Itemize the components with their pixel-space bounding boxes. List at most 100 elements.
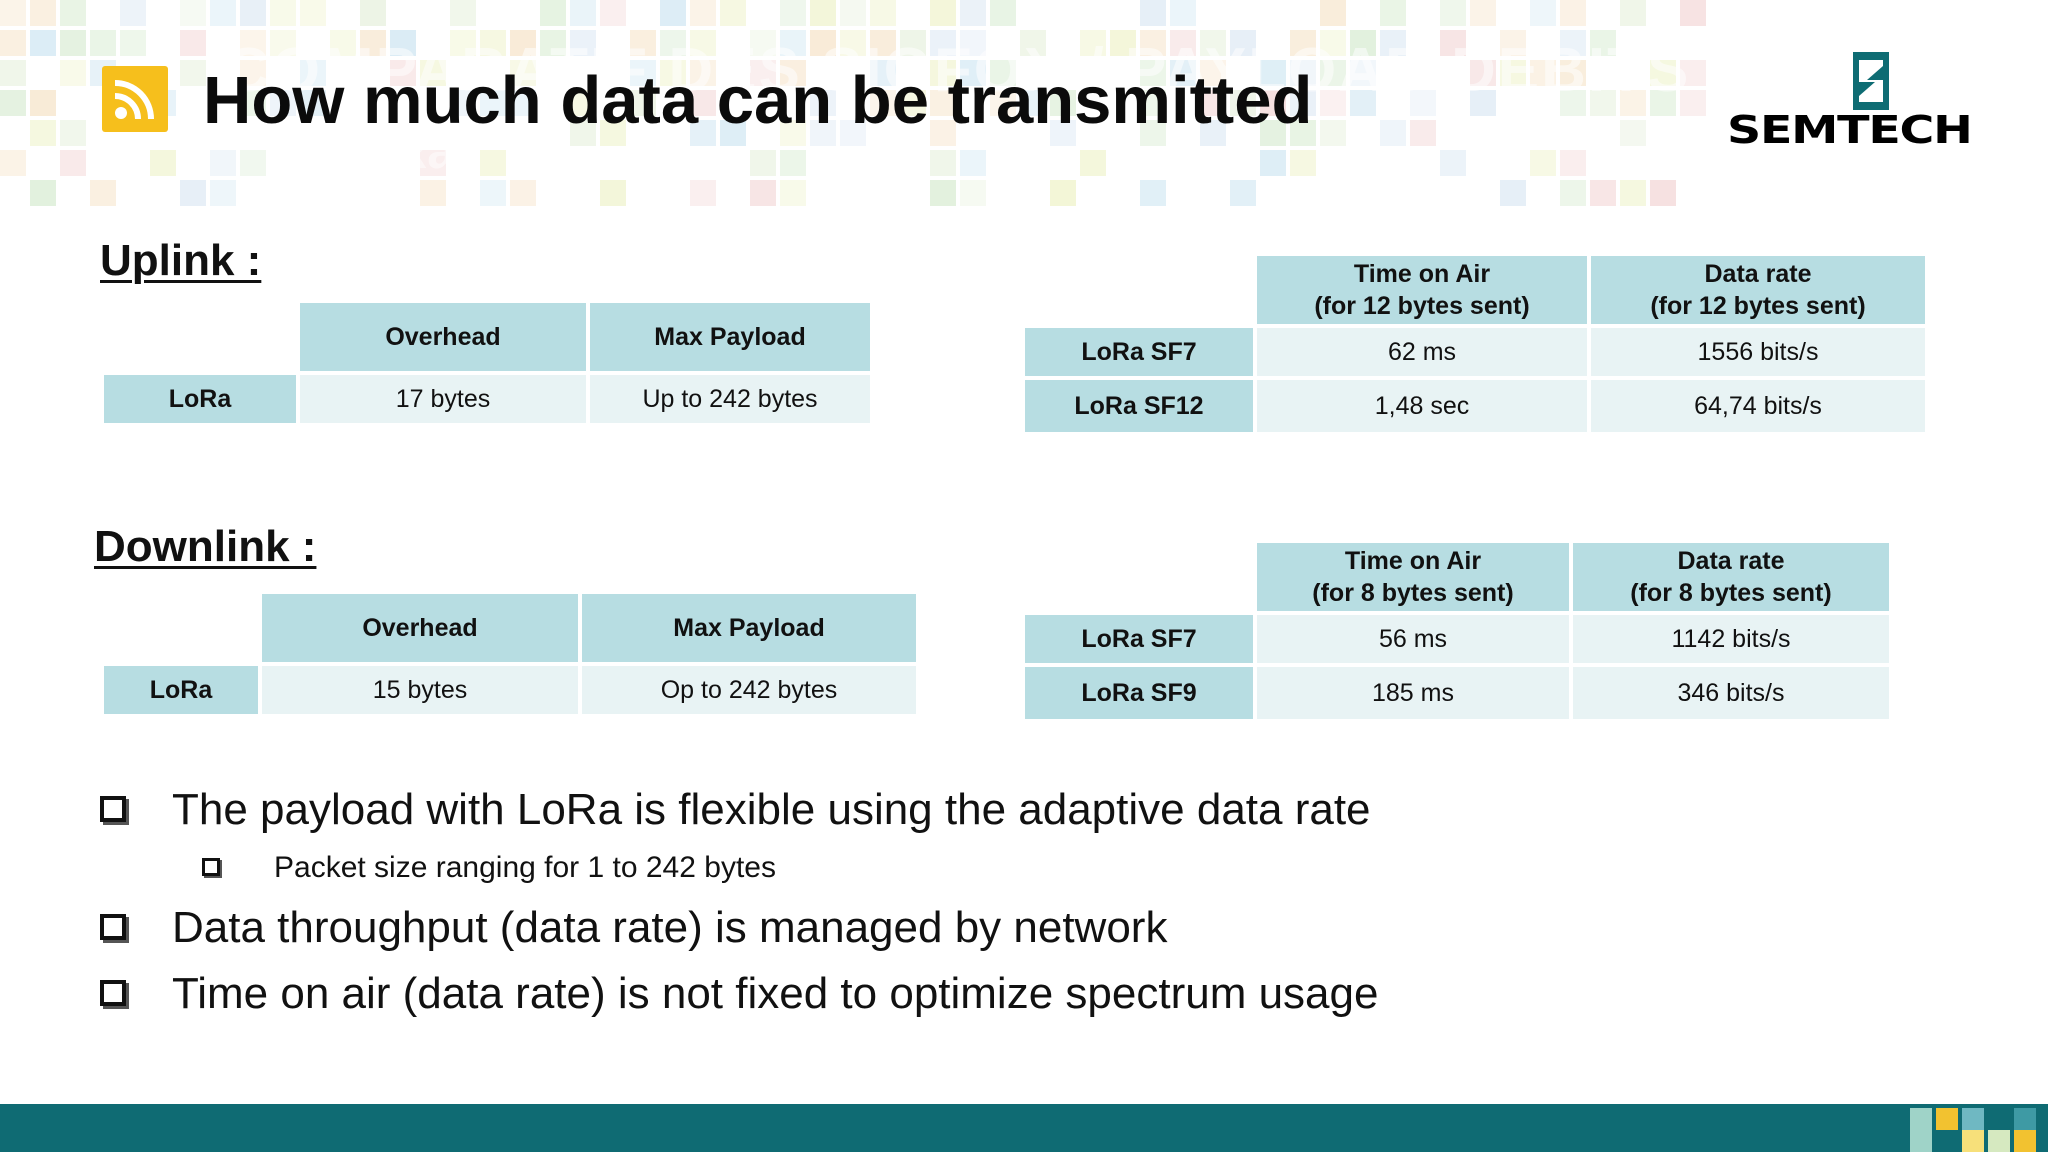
mosaic-tile	[840, 120, 866, 146]
downlink-rate-table: Time on Air (for 8 bytes sent) Data rate…	[1021, 539, 1893, 723]
mosaic-tile	[1410, 90, 1436, 116]
mosaic-tile	[180, 0, 206, 26]
mosaic-tile	[780, 60, 806, 86]
mosaic-tile	[630, 30, 656, 56]
header-line: Time on Air	[1344, 547, 1482, 575]
uplink-heading: Uplink :	[100, 236, 262, 285]
mosaic-tile	[1230, 30, 1256, 56]
mosaic-tile	[780, 180, 806, 206]
mosaic-tile	[780, 150, 806, 176]
mosaic-tile	[1260, 120, 1286, 146]
mosaic-tile	[480, 150, 506, 176]
mosaic-tile	[810, 0, 836, 26]
column-header: Overhead	[300, 303, 586, 371]
mosaic-tile	[540, 30, 566, 56]
row-header: LoRa SF7	[1025, 615, 1253, 663]
mosaic-tile	[810, 30, 836, 56]
mosaic-tile	[0, 0, 26, 26]
mosaic-tile	[0, 90, 26, 116]
mosaic-tile	[30, 180, 56, 206]
mosaic-tile	[450, 30, 476, 56]
mosaic-tile	[1110, 30, 1136, 56]
mosaic-tile	[1500, 180, 1526, 206]
mosaic-tile	[1230, 90, 1256, 116]
list-item: Time on air (data rate) is not fixed to …	[96, 964, 1378, 1030]
mosaic-tile	[1140, 0, 1166, 26]
table-cell: 62 ms	[1257, 328, 1587, 376]
mosaic-tile	[1320, 90, 1346, 116]
mosaic-tile	[1680, 60, 1706, 86]
mosaic-tile	[1530, 0, 1556, 26]
mosaic-tile	[660, 30, 686, 56]
mosaic-tile	[570, 90, 596, 116]
mosaic-tile	[1590, 180, 1616, 206]
list-item: Data throughput (data rate) is managed b…	[96, 898, 1378, 964]
mosaic-tile	[930, 0, 956, 26]
mosaic-tile	[1320, 60, 1346, 86]
mosaic-tile	[300, 60, 326, 86]
mosaic-tile	[1380, 0, 1406, 26]
mosaic-tile	[1650, 180, 1676, 206]
mosaic-tile	[750, 60, 776, 86]
row-header: LoRa	[104, 666, 258, 714]
checkbox-bullet-icon	[100, 796, 126, 822]
mosaic-tile	[1200, 120, 1226, 146]
mosaic-tile	[1140, 120, 1166, 146]
mosaic-tile	[420, 60, 446, 86]
table-cell: 346 bits/s	[1573, 667, 1889, 719]
mosaic-tile	[210, 150, 236, 176]
mosaic-tile	[840, 30, 866, 56]
mosaic-tile	[90, 30, 116, 56]
row-header: LoRa	[104, 375, 296, 423]
mosaic-tile	[240, 90, 266, 116]
semtech-wordmark: SEMTECH	[1727, 108, 1973, 152]
mosaic-tile	[1650, 90, 1676, 116]
mosaic-tile	[1590, 90, 1616, 116]
table-cell: 1,48 sec	[1257, 380, 1587, 432]
mosaic-tile	[1530, 60, 1556, 86]
mosaic-tile	[960, 180, 986, 206]
mosaic-tile	[990, 90, 1016, 116]
mosaic-tile	[750, 150, 776, 176]
mosaic-tile	[1170, 0, 1196, 26]
footer-tile	[1962, 1130, 1984, 1152]
mosaic-tile	[60, 60, 86, 86]
mosaic-tile	[1290, 150, 1316, 176]
mosaic-tile	[540, 0, 566, 26]
header-line: (for 8 bytes sent)	[1312, 579, 1514, 607]
downlink-payload-table: Overhead Max Payload LoRa 15 bytes Op to…	[100, 590, 920, 718]
mosaic-tile	[330, 30, 356, 56]
mosaic-tile	[1290, 30, 1316, 56]
mosaic-tile	[870, 90, 896, 116]
mosaic-tile	[1590, 30, 1616, 56]
uplink-rate-table: Time on Air (for 12 bytes sent) Data rat…	[1021, 252, 1929, 436]
mosaic-tile	[240, 0, 266, 26]
mosaic-tile	[930, 120, 956, 146]
column-header: Data rate (for 12 bytes sent)	[1591, 256, 1925, 324]
footer-tile	[2014, 1130, 2036, 1152]
mosaic-tile	[780, 120, 806, 146]
mosaic-tile	[420, 150, 446, 176]
mosaic-tile	[570, 0, 596, 26]
mosaic-tile	[510, 30, 536, 56]
mosaic-tile	[1170, 60, 1196, 86]
footer-tile	[1910, 1130, 1932, 1152]
mosaic-tile	[1680, 0, 1706, 26]
checkbox-bullet-icon	[100, 914, 126, 940]
table-corner	[1025, 256, 1253, 324]
table-cell: 64,74 bits/s	[1591, 380, 1925, 432]
mosaic-tile	[690, 90, 716, 116]
mosaic-tile	[1470, 90, 1496, 116]
header-line: Data rate	[1677, 547, 1785, 575]
row-header: LoRa SF9	[1025, 667, 1253, 719]
mosaic-tile	[1230, 180, 1256, 206]
bullet-list: The payload with LoRa is flexible using …	[96, 780, 1378, 1030]
mosaic-tile	[1620, 180, 1646, 206]
mosaic-tile	[1260, 60, 1286, 86]
mosaic-tile	[900, 90, 926, 116]
table-cell: Op to 242 bytes	[582, 666, 916, 714]
mosaic-tile	[1020, 90, 1046, 116]
table-cell: 56 ms	[1257, 615, 1569, 663]
footer-bar	[0, 1104, 2048, 1152]
semtech-mark-icon	[1853, 52, 1889, 110]
